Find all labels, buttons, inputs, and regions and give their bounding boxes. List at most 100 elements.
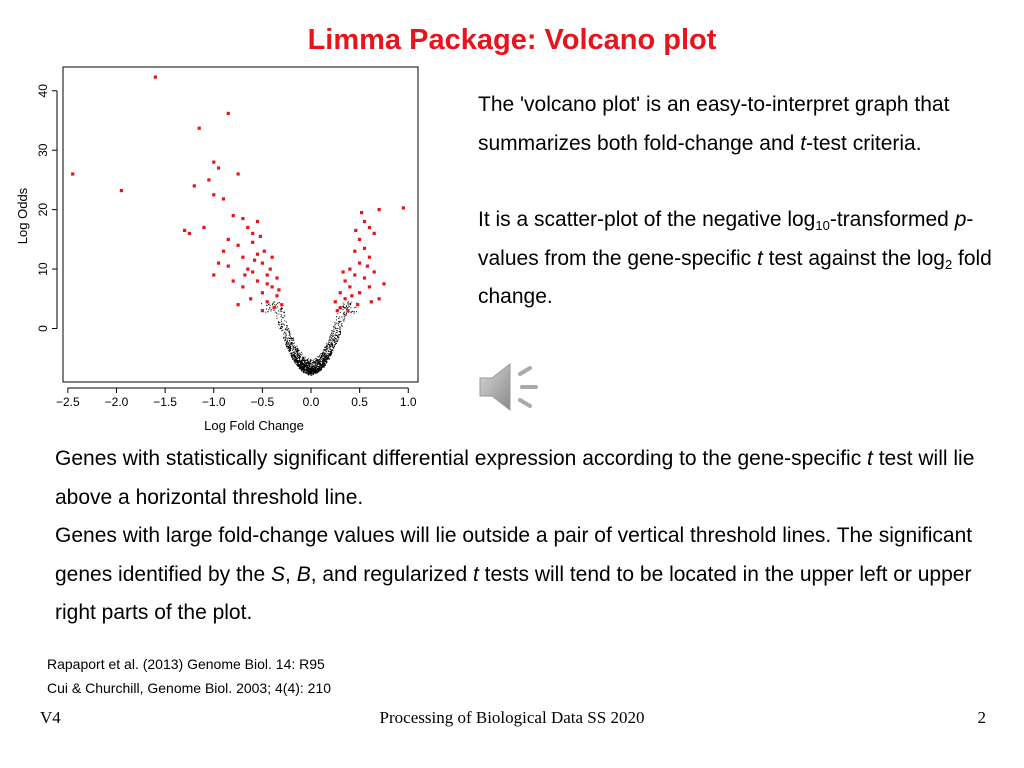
point-nonsignificant [300,354,302,356]
point-nonsignificant [333,330,335,332]
x-tick-label: 0.5 [351,395,368,409]
point-nonsignificant [281,321,283,323]
speaker-icon[interactable] [476,358,548,416]
point-nonsignificant [303,371,305,373]
point-nonsignificant [312,368,314,370]
point-nonsignificant [316,360,318,362]
point-significant [183,228,187,232]
point-nonsignificant [331,338,333,340]
point-nonsignificant [287,343,289,346]
point-significant [260,309,264,313]
y-tick-label: 0 [36,325,50,332]
point-nonsignificant [350,311,352,313]
point-nonsignificant [288,342,290,344]
point-nonsignificant [285,324,287,327]
point-significant [251,270,255,274]
point-significant [258,234,262,238]
point-significant [255,252,260,256]
point-nonsignificant [294,361,296,363]
point-nonsignificant [337,330,339,332]
point-nonsignificant [272,304,274,306]
x-tick-label: −1.5 [153,395,177,409]
point-nonsignificant [320,357,322,359]
point-nonsignificant [324,354,326,357]
point-nonsignificant [279,321,281,324]
point-significant [362,219,367,224]
point-nonsignificant [316,363,318,365]
point-nonsignificant [276,306,279,308]
point-nonsignificant [269,304,271,306]
point-nonsignificant [300,351,302,354]
point-significant [212,193,216,197]
point-nonsignificant [353,312,355,314]
point-nonsignificant [327,353,329,355]
point-nonsignificant [288,335,290,337]
point-nonsignificant [292,338,294,340]
point-nonsignificant [285,343,287,345]
point-nonsignificant [299,360,301,362]
point-nonsignificant [320,367,322,369]
point-significant [226,237,230,241]
point-nonsignificant [312,364,314,367]
point-nonsignificant [327,357,330,359]
point-nonsignificant [272,302,274,305]
point-significant [353,249,357,253]
point-nonsignificant [298,349,300,351]
point-significant [367,255,371,259]
point-significant [401,206,405,210]
point-significant [246,267,250,271]
plot-frame [62,66,419,383]
nonsignificant-points [260,301,358,376]
point-nonsignificant [339,326,341,328]
point-nonsignificant [289,330,291,332]
point-nonsignificant [292,358,294,360]
point-nonsignificant [317,368,319,370]
point-nonsignificant [343,303,345,305]
point-nonsignificant [331,352,333,354]
x-tick-label: −2.0 [105,395,129,409]
point-nonsignificant [309,362,311,364]
point-significant [241,285,245,289]
point-nonsignificant [279,309,281,311]
point-nonsignificant [328,355,330,357]
point-nonsignificant [312,361,314,363]
point-nonsignificant [295,349,297,351]
point-nonsignificant [323,348,325,350]
point-nonsignificant [292,346,294,348]
point-significant [335,309,339,313]
point-nonsignificant [318,366,320,368]
point-nonsignificant [291,343,293,345]
point-nonsignificant [301,361,303,363]
point-nonsignificant [332,332,334,334]
point-nonsignificant [283,324,286,326]
point-nonsignificant [333,330,335,332]
point-significant [192,184,196,188]
point-nonsignificant [325,350,327,352]
point-significant [346,309,350,313]
point-nonsignificant [344,317,346,319]
point-nonsignificant [319,366,321,368]
point-significant [236,243,240,247]
point-nonsignificant [289,349,291,351]
point-nonsignificant [285,334,287,336]
point-nonsignificant [260,303,263,305]
point-nonsignificant [292,337,294,339]
point-nonsignificant [314,358,316,360]
point-nonsignificant [289,343,291,346]
point-nonsignificant [320,368,322,371]
point-significant [356,303,360,307]
point-nonsignificant [298,356,300,358]
point-nonsignificant [306,366,308,368]
point-significant [272,306,276,310]
point-nonsignificant [298,360,300,362]
point-nonsignificant [312,372,314,375]
point-nonsignificant [312,369,314,371]
point-nonsignificant [303,368,305,370]
point-significant [212,160,216,164]
point-nonsignificant [329,339,331,341]
point-significant [265,282,269,286]
point-nonsignificant [334,324,336,326]
point-nonsignificant [310,368,312,370]
point-significant [333,300,337,304]
point-significant [338,291,342,295]
